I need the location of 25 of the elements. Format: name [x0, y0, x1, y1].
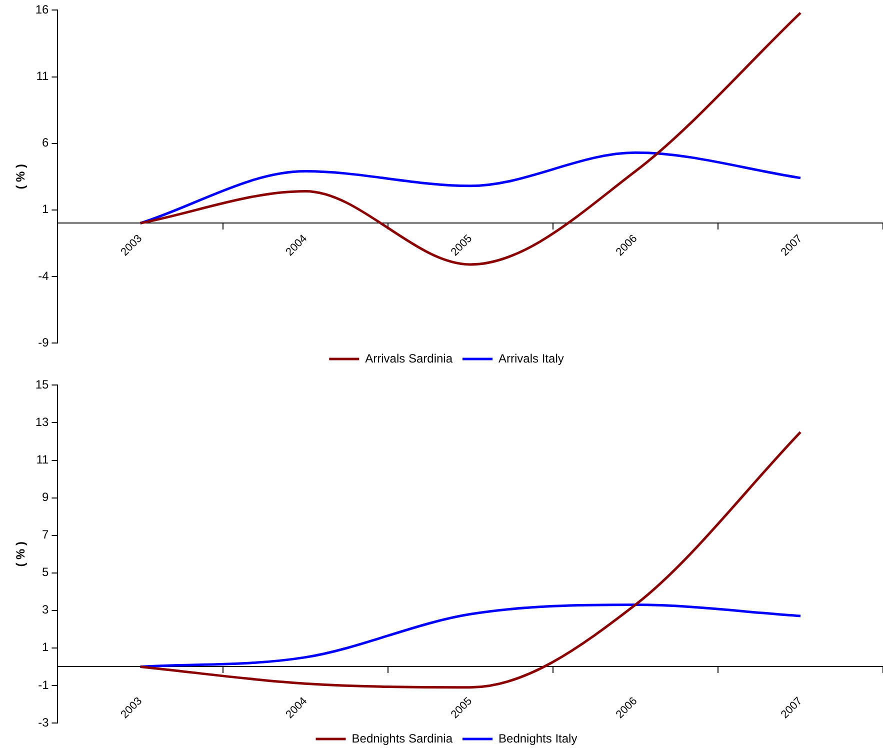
y-tick-label: 16 [35, 2, 50, 17]
y-tick-label: 9 [42, 490, 50, 504]
legend-label: Bednights Italy [498, 731, 578, 746]
line-series [139, 604, 802, 668]
y-axis-title: ( % ) [14, 164, 28, 190]
legend-label: Bednights Sardinia [352, 731, 453, 746]
y-axis-title: ( % ) [14, 541, 28, 567]
y-tick-label: 15 [35, 378, 50, 392]
legend-label: Arrivals Sardinia [365, 351, 453, 366]
y-tick-label: 11 [36, 69, 50, 84]
y-tick-label: 11 [36, 452, 50, 467]
legend-label: Arrivals Italy [498, 351, 564, 366]
y-tick-label: 6 [42, 136, 50, 150]
y-tick-label: 13 [35, 415, 50, 430]
y-tick-label: 5 [42, 565, 50, 580]
y-tick-label: -4 [38, 268, 50, 283]
y-tick-label: -9 [38, 335, 50, 350]
y-tick-label: 3 [42, 602, 50, 617]
y-tick-label: 1 [42, 202, 50, 216]
y-tick-label: -1 [38, 678, 50, 692]
y-tick-label: 7 [42, 528, 50, 542]
y-tick-label: 1 [42, 640, 50, 654]
line-series [139, 430, 802, 689]
line-series [139, 151, 802, 224]
y-tick-label: -3 [38, 715, 50, 730]
